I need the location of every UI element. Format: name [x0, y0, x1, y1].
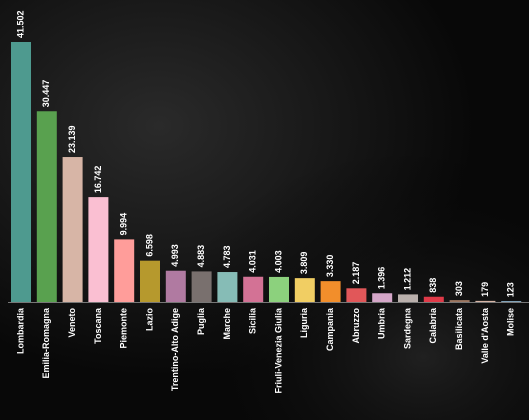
bar: [36, 111, 57, 303]
value-label: 4.883: [196, 245, 206, 268]
value-label: 2.187: [351, 262, 361, 285]
bar: [243, 276, 264, 302]
bar: [501, 301, 522, 302]
x-tick-label: Calabria: [428, 307, 438, 344]
x-tick-label: Veneto: [67, 308, 77, 338]
value-label: 4.993: [170, 244, 180, 267]
bar: [191, 271, 212, 302]
x-tick-label: Abruzzo: [351, 308, 361, 344]
value-label: 9.994: [119, 213, 129, 236]
value-label: 4.783: [222, 246, 232, 269]
x-tick-label: Umbria: [377, 307, 387, 339]
x-tick-label: Trentino-Alto Adige: [170, 308, 180, 391]
x-tick-label: Piemonte: [119, 308, 129, 349]
bar: [269, 276, 289, 302]
bar: [346, 288, 367, 302]
x-tick-label: Emilia-Romagna: [41, 307, 51, 379]
bar: [165, 270, 186, 302]
bar: [398, 294, 418, 302]
value-label: 4.031: [248, 250, 258, 273]
value-label: 4.003: [273, 250, 283, 273]
x-tick-label: Campania: [325, 307, 335, 351]
value-label: 23.139: [67, 126, 77, 154]
x-tick-label: Lombardia: [15, 307, 25, 354]
value-label: 3.330: [325, 255, 335, 278]
value-label: 1.212: [402, 268, 412, 291]
x-tick-label: Molise: [506, 308, 516, 336]
x-tick-label: Puglia: [196, 307, 206, 335]
bar: [475, 300, 496, 302]
bar: [372, 293, 393, 302]
x-tick-label: Friuli-Venezia Giulia: [273, 307, 283, 394]
bar: [11, 42, 31, 302]
value-label: 303: [454, 281, 464, 296]
x-tick-label: Basilicata: [454, 307, 464, 350]
value-label: 3.809: [299, 252, 309, 275]
value-label: 179: [480, 282, 490, 297]
bar: [140, 260, 160, 302]
bar: [114, 239, 135, 302]
bar: [294, 278, 315, 302]
value-label: 41.502: [15, 10, 25, 38]
value-label: 1.396: [377, 267, 387, 290]
bar: [449, 300, 470, 302]
value-label: 6.598: [144, 234, 154, 257]
bar: [217, 272, 238, 302]
value-label: 838: [428, 278, 438, 293]
bar: [423, 296, 444, 302]
value-label: 16.742: [93, 166, 103, 194]
bar: [88, 197, 109, 302]
bar: [320, 281, 341, 302]
x-tick-label: Sicilia: [248, 307, 258, 334]
x-tick-label: Sardegna: [402, 307, 412, 349]
value-label: 30.447: [41, 80, 51, 108]
value-label: 123: [506, 282, 516, 297]
x-tick-label: Lazio: [144, 308, 154, 332]
x-tick-label: Liguria: [299, 307, 309, 338]
x-tick-label: Valle d'Aosta: [480, 307, 490, 364]
x-tick-label: Toscana: [93, 307, 103, 344]
bar: [62, 157, 83, 302]
x-tick-label: Marche: [222, 308, 232, 340]
